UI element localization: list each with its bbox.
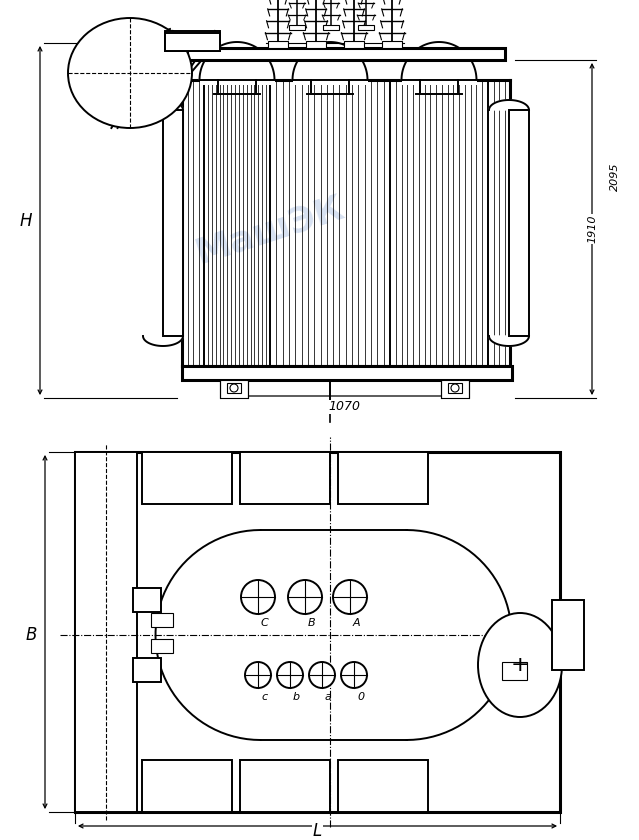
- Bar: [401, 39, 477, 85]
- Text: 2095: 2095: [610, 162, 620, 191]
- Bar: [132, 588, 160, 612]
- Bar: [163, 29, 222, 51]
- Text: B: B: [308, 618, 316, 628]
- Circle shape: [451, 384, 459, 392]
- Bar: [268, 41, 288, 48]
- Circle shape: [241, 580, 275, 614]
- Circle shape: [288, 580, 322, 614]
- Ellipse shape: [478, 613, 562, 717]
- Bar: [382, 41, 402, 48]
- Bar: [165, 31, 220, 51]
- Bar: [306, 41, 326, 48]
- Bar: [338, 760, 428, 812]
- Text: L: L: [313, 822, 322, 840]
- Bar: [187, 48, 505, 60]
- Text: A: A: [353, 618, 360, 628]
- Polygon shape: [401, 42, 477, 80]
- Bar: [142, 452, 232, 504]
- Text: МашЭК: МашЭК: [191, 190, 349, 270]
- Text: a: a: [325, 692, 332, 702]
- Bar: [75, 452, 560, 812]
- Bar: [448, 383, 462, 393]
- Bar: [75, 452, 137, 812]
- Bar: [502, 662, 527, 680]
- Text: МашЭК: МашЭК: [231, 565, 389, 645]
- Circle shape: [341, 662, 367, 688]
- Bar: [165, 33, 220, 51]
- Bar: [151, 639, 173, 653]
- Bar: [552, 600, 584, 670]
- Text: B: B: [26, 626, 36, 644]
- Ellipse shape: [68, 18, 192, 128]
- Circle shape: [245, 662, 271, 688]
- Bar: [323, 25, 339, 30]
- Text: 0: 0: [357, 692, 364, 702]
- Text: b: b: [293, 692, 300, 702]
- Text: 1910: 1910: [587, 215, 597, 244]
- Circle shape: [230, 384, 238, 392]
- Bar: [344, 41, 364, 48]
- Polygon shape: [489, 336, 529, 346]
- Bar: [142, 760, 232, 812]
- Polygon shape: [199, 42, 275, 80]
- Bar: [199, 39, 275, 85]
- Bar: [293, 39, 367, 85]
- Bar: [441, 380, 469, 398]
- Text: c: c: [261, 692, 267, 702]
- Polygon shape: [261, 530, 511, 740]
- Polygon shape: [489, 100, 529, 110]
- Bar: [358, 25, 374, 30]
- Bar: [220, 380, 248, 398]
- Bar: [240, 452, 330, 504]
- Bar: [163, 110, 183, 336]
- Bar: [182, 366, 512, 380]
- Bar: [240, 760, 330, 812]
- Polygon shape: [293, 42, 367, 80]
- Bar: [151, 613, 173, 627]
- Circle shape: [333, 580, 367, 614]
- Bar: [289, 25, 305, 30]
- Circle shape: [309, 662, 335, 688]
- Text: 1070: 1070: [328, 401, 360, 413]
- Bar: [227, 383, 241, 393]
- Bar: [338, 452, 428, 504]
- Text: H: H: [20, 212, 32, 229]
- Bar: [509, 110, 529, 336]
- Text: C: C: [261, 618, 269, 628]
- Polygon shape: [143, 100, 183, 110]
- Polygon shape: [143, 336, 183, 346]
- Text: +: +: [511, 655, 529, 675]
- Circle shape: [277, 662, 303, 688]
- Bar: [132, 658, 160, 682]
